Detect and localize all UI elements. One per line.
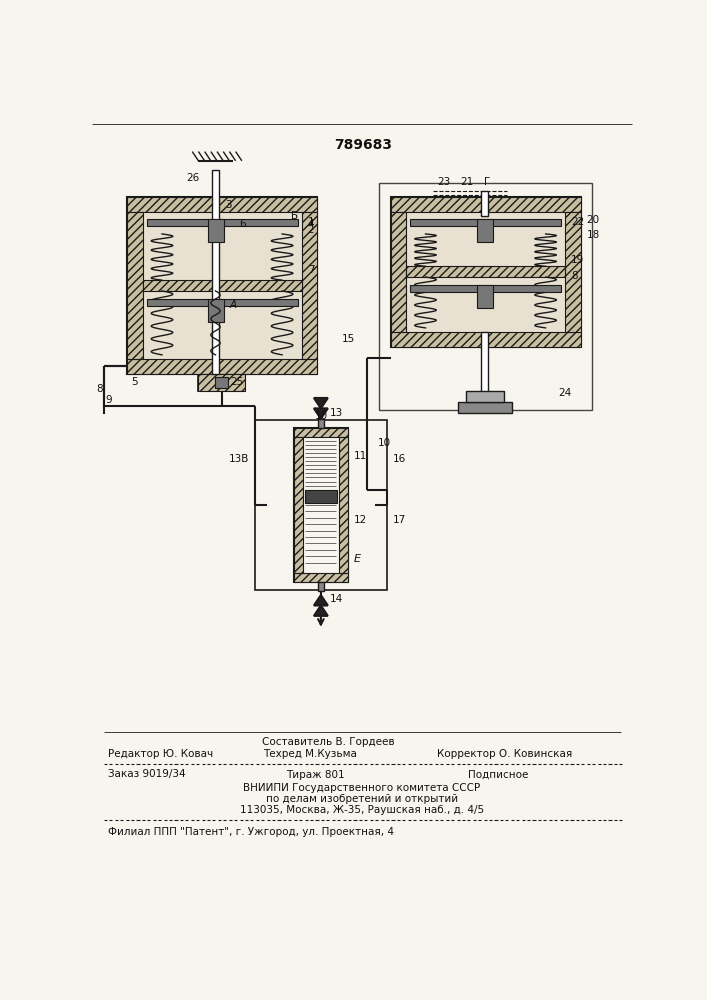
Bar — [146, 219, 298, 226]
Bar — [406, 212, 565, 266]
Bar — [391, 197, 580, 212]
Text: 17: 17 — [393, 515, 407, 525]
Bar — [317, 419, 324, 428]
Text: 10: 10 — [378, 438, 391, 448]
Text: 14: 14 — [330, 594, 344, 604]
Text: 13В: 13В — [228, 454, 249, 464]
Bar — [379, 183, 592, 410]
Bar — [466, 391, 504, 402]
Bar — [293, 428, 348, 437]
Bar — [127, 212, 143, 359]
Bar — [293, 437, 303, 573]
Bar — [391, 212, 406, 332]
Bar — [199, 374, 245, 391]
Text: 10: 10 — [315, 411, 327, 421]
Text: E: E — [354, 554, 361, 564]
Text: 1: 1 — [308, 217, 315, 227]
Text: Филиал ППП "Патент", г. Ужгород, ул. Проектная, 4: Филиал ППП "Патент", г. Ужгород, ул. Про… — [107, 827, 394, 837]
Polygon shape — [314, 398, 328, 408]
Text: 8: 8 — [97, 384, 103, 394]
Text: 20: 20 — [587, 215, 600, 225]
Polygon shape — [314, 605, 328, 616]
Bar — [212, 170, 219, 374]
Bar — [143, 291, 301, 359]
Bar — [143, 212, 301, 280]
Text: 23: 23 — [437, 177, 450, 187]
Text: 5: 5 — [132, 377, 138, 387]
Text: 9: 9 — [105, 395, 112, 405]
Text: 22: 22 — [571, 217, 585, 227]
Bar — [216, 377, 228, 388]
Text: 6: 6 — [239, 219, 246, 229]
Bar — [293, 573, 348, 582]
Text: Заказ 9019/34: Заказ 9019/34 — [107, 770, 185, 780]
Text: 789683: 789683 — [334, 138, 392, 152]
Polygon shape — [314, 595, 328, 605]
Text: 19: 19 — [571, 255, 585, 265]
Text: 25: 25 — [230, 377, 244, 387]
Bar — [406, 266, 565, 277]
Bar — [127, 359, 317, 374]
Text: Б: Б — [291, 211, 298, 221]
Bar — [565, 212, 580, 332]
Text: 21: 21 — [460, 177, 474, 187]
Bar — [481, 332, 489, 397]
Bar — [293, 428, 348, 582]
Text: Подписное: Подписное — [468, 770, 529, 780]
Text: 113035, Москва, Ж-35, Раушская наб., д. 4/5: 113035, Москва, Ж-35, Раушская наб., д. … — [240, 805, 484, 815]
Bar — [477, 219, 493, 242]
Text: 7: 7 — [308, 265, 315, 275]
Text: 8: 8 — [571, 271, 578, 281]
Text: 3: 3 — [226, 200, 232, 210]
Text: Техред М.Кузьма: Техред М.Кузьма — [263, 749, 356, 759]
Bar — [481, 191, 489, 216]
Text: 11: 11 — [354, 451, 368, 461]
Text: Г: Г — [484, 177, 490, 187]
Bar — [410, 285, 561, 292]
Text: 4: 4 — [308, 219, 315, 229]
Bar — [410, 219, 561, 226]
Bar — [317, 582, 324, 591]
Bar — [255, 420, 387, 590]
Bar — [143, 280, 301, 291]
Bar — [391, 197, 580, 347]
Bar — [391, 332, 580, 347]
Bar — [146, 299, 298, 306]
Bar — [127, 197, 317, 212]
Text: ВНИИПИ Государственного комитета СССР: ВНИИПИ Государственного комитета СССР — [243, 783, 481, 793]
Bar — [208, 219, 224, 242]
Bar — [477, 285, 493, 308]
Text: Тираж 801: Тираж 801 — [286, 770, 344, 780]
Bar — [208, 299, 224, 322]
Bar — [406, 277, 565, 332]
Polygon shape — [314, 408, 328, 419]
Bar — [301, 212, 317, 359]
Text: 13: 13 — [330, 408, 344, 418]
Text: 12: 12 — [354, 515, 368, 525]
Text: Составитель В. Гордеев: Составитель В. Гордеев — [262, 737, 395, 747]
Bar — [127, 197, 317, 374]
Text: 26: 26 — [187, 173, 199, 183]
Bar — [458, 402, 512, 413]
Bar — [305, 490, 337, 503]
Text: 16: 16 — [393, 454, 407, 464]
Text: 24: 24 — [559, 388, 572, 398]
Text: Корректор О. Ковинская: Корректор О. Ковинская — [437, 749, 573, 759]
Text: A: A — [230, 300, 237, 310]
Bar — [339, 437, 348, 573]
Bar — [199, 374, 245, 391]
Text: 15: 15 — [341, 334, 355, 344]
Text: по делам изобретений и открытий: по делам изобретений и открытий — [266, 794, 458, 804]
Text: 2: 2 — [308, 225, 315, 235]
Text: Редактор Ю. Ковач: Редактор Ю. Ковач — [107, 749, 213, 759]
Text: 18: 18 — [587, 231, 600, 240]
